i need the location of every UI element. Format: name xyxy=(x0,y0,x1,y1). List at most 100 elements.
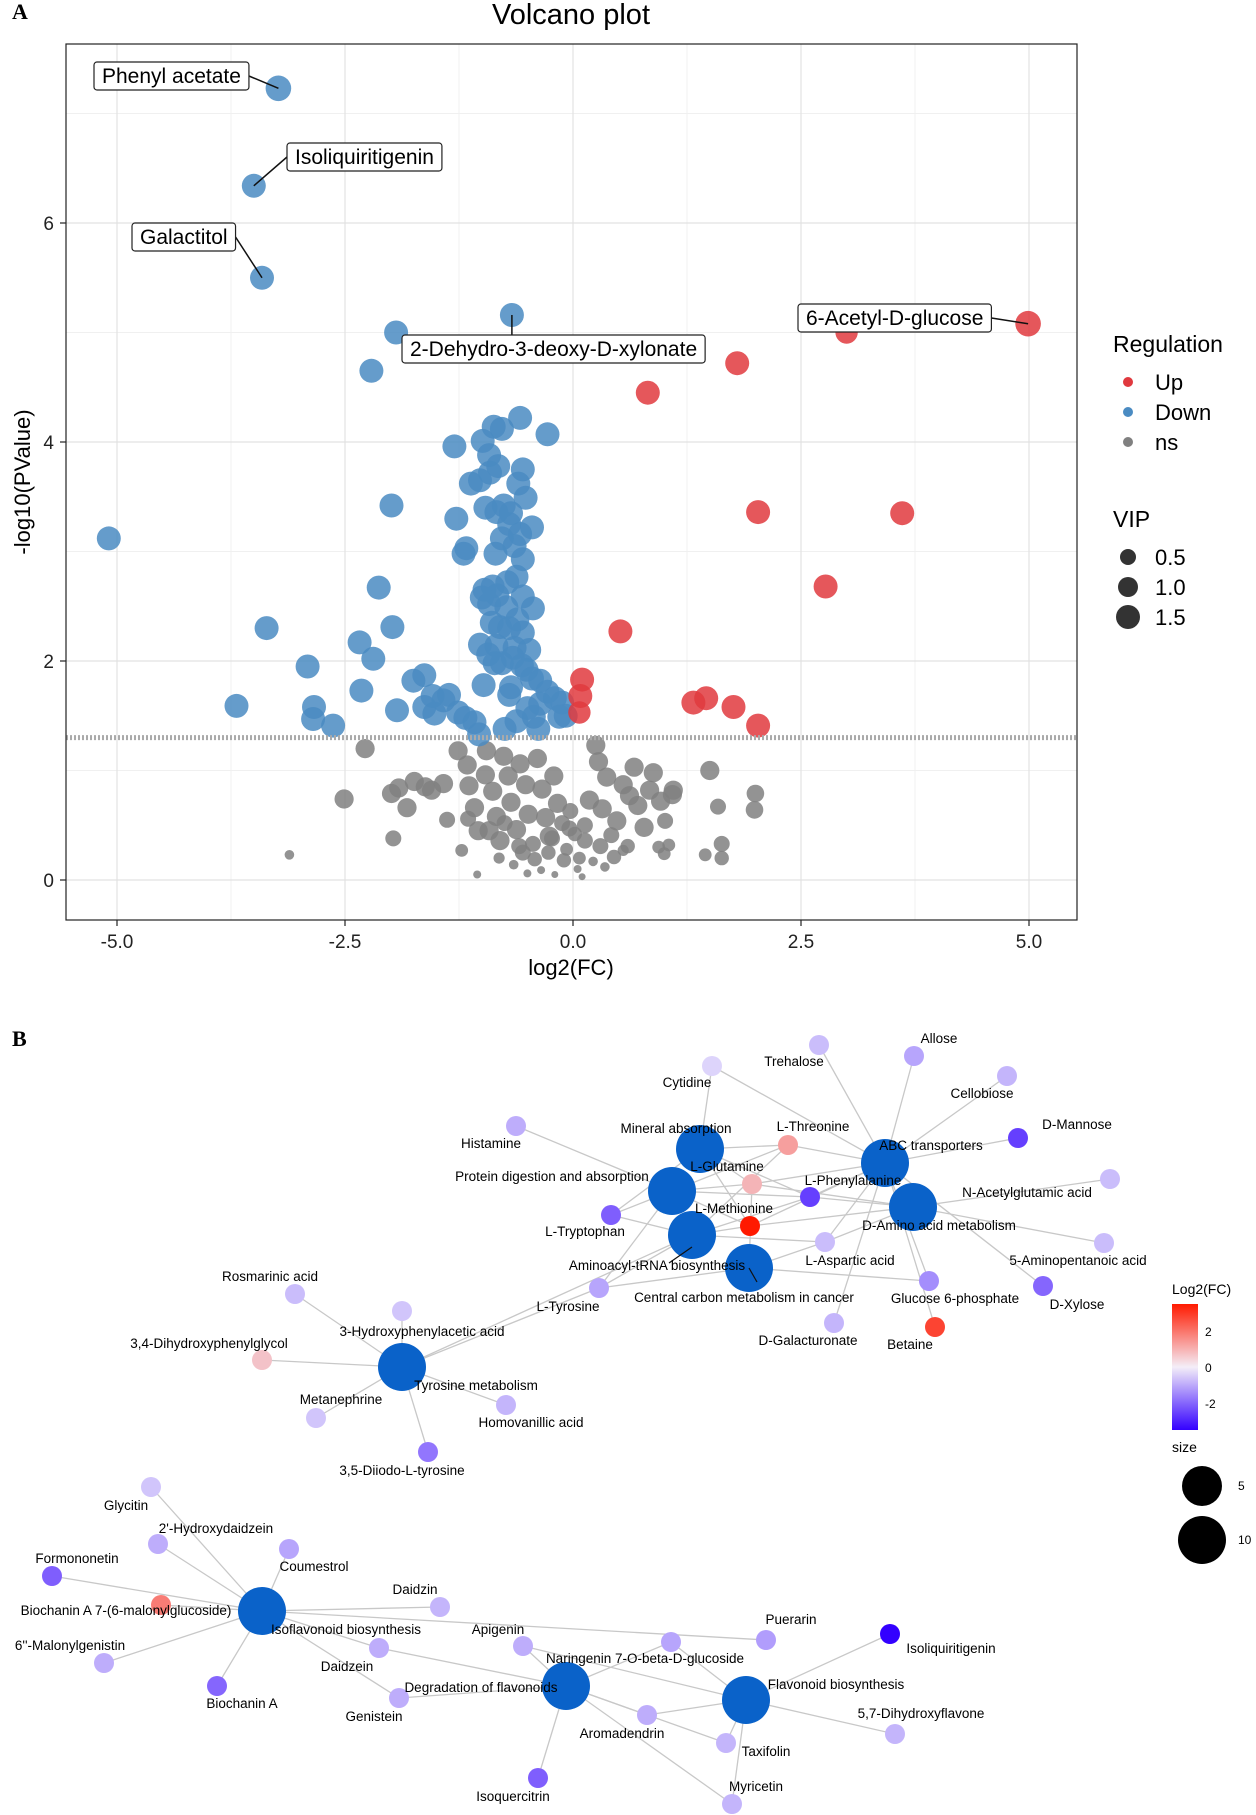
metabolite-node-isoliquiritigenin xyxy=(880,1624,900,1644)
callout-box xyxy=(286,142,443,172)
metabolite-node-d-xylose xyxy=(1033,1276,1053,1296)
point-down xyxy=(224,693,249,718)
metabolite-node-5-aminopentanoic-acid xyxy=(1094,1233,1114,1253)
point-down xyxy=(473,495,498,520)
point-ns xyxy=(508,859,519,870)
metabolite-node-6-malonylgenistin xyxy=(94,1653,114,1673)
callout-leader xyxy=(234,236,263,279)
point-ns xyxy=(389,778,409,798)
point-down xyxy=(349,678,374,703)
point-down xyxy=(295,654,320,679)
point-down xyxy=(478,460,502,485)
network-edge xyxy=(912,1178,1111,1208)
point-ns xyxy=(606,849,622,865)
network-edge xyxy=(711,1065,886,1164)
pathway-node-isoflavonoid-biosynthesis xyxy=(238,1587,286,1635)
point-down xyxy=(547,704,572,729)
point-ns xyxy=(475,765,495,785)
metabolite-node-homovanillic-acid xyxy=(496,1395,516,1415)
metabolite-label-5-7-dihydroxyflavone: 5,7-Dihydroxyflavone xyxy=(858,1706,985,1721)
point-down xyxy=(380,615,405,640)
metabolite-label-trehalose: Trehalose xyxy=(764,1054,824,1069)
legend-ns-swatch xyxy=(1123,437,1133,447)
point-down xyxy=(254,616,279,641)
point-ns xyxy=(607,811,627,831)
legend-up-label: Up xyxy=(1155,370,1183,395)
point-up xyxy=(694,686,719,711)
metabolite-label-3-5-diiodo-l-tyrosine: 3,5-Diiodo-L-tyrosine xyxy=(339,1463,464,1478)
point-down xyxy=(499,675,523,700)
legend-size-10: 10 xyxy=(1238,1533,1252,1547)
point-down xyxy=(379,493,404,518)
point-ns xyxy=(556,853,572,868)
legend-size-title: size xyxy=(1172,1439,1197,1455)
point-down xyxy=(359,358,384,383)
callout-leader xyxy=(253,156,288,187)
metabolite-label-daidzin: Daidzin xyxy=(392,1582,437,1597)
legend-size-5-swatch xyxy=(1182,1466,1222,1506)
legend-vip-0-5: 0.5 xyxy=(1155,545,1186,570)
network-edge xyxy=(748,1267,930,1282)
metabolite-node-histamine xyxy=(506,1116,526,1136)
point-down xyxy=(361,646,386,671)
metabolite-label-l-phenylalanine: L-Phenylalanine xyxy=(805,1173,902,1188)
metabolite-label-genistein: Genistein xyxy=(345,1709,402,1724)
point-down xyxy=(482,651,507,676)
metabolite-label-daidzein: Daidzein xyxy=(321,1659,374,1674)
point-ns xyxy=(537,866,546,875)
point-ns xyxy=(494,746,514,766)
point-ns xyxy=(620,838,635,854)
metabolite-node-daidzin xyxy=(430,1597,450,1617)
point-down xyxy=(301,707,326,731)
metabolite-label-cellobiose: Cellobiose xyxy=(950,1086,1013,1101)
metabolite-node-l-threonine xyxy=(778,1135,798,1155)
network-edge xyxy=(598,1267,750,1289)
panel-b-label: B xyxy=(12,1026,27,1051)
pathway-node-degradation-of-flavonoids xyxy=(542,1662,590,1710)
pathway-label-d-amino-acid-metabolism: D-Amino acid metabolism xyxy=(862,1218,1016,1233)
network-edge xyxy=(261,1610,400,1699)
point-ns xyxy=(603,827,620,844)
point-down xyxy=(442,434,467,459)
point-ns xyxy=(439,811,456,828)
metabolite-label-glycitin: Glycitin xyxy=(104,1498,148,1513)
point-ns xyxy=(455,844,469,857)
point-ns xyxy=(710,798,726,815)
point-down xyxy=(510,457,535,482)
pathway-label-protein-digestion-and-absorption: Protein digestion and absorption xyxy=(455,1169,649,1184)
metabolite-node-l-phenylalanine xyxy=(800,1187,820,1207)
metabolite-label-5-aminopentanoic-acid: 5-Aminopentanoic acid xyxy=(1009,1253,1146,1268)
metabolite-label-biochanin-a-7-6-malonylglucoside: Biochanin A 7-(6-malonylglucoside) xyxy=(21,1603,232,1618)
callout-leader xyxy=(248,75,279,90)
legend-size-10-swatch xyxy=(1178,1516,1226,1564)
metabolite-label-homovanillic-acid: Homovanillic acid xyxy=(478,1415,583,1430)
point-down xyxy=(467,722,492,747)
network-edge xyxy=(884,1162,936,1328)
metabolite-label-3-4-dihydroxyphenylglycol: 3,4-Dihydroxyphenylglycol xyxy=(130,1336,288,1351)
metabolite-node-2-hydroxydaidzein xyxy=(148,1534,168,1554)
network-edge xyxy=(261,1610,767,1641)
point-ns xyxy=(551,871,559,878)
point-ns xyxy=(433,774,454,794)
metabolite-label-naringenin-7-o-beta-d-glucoside: Naringenin 7-O-beta-D-glucoside xyxy=(546,1651,744,1666)
point-ns xyxy=(496,815,513,832)
point-ns xyxy=(516,775,536,795)
metabolite-node-taxifolin xyxy=(716,1733,736,1753)
point-ns xyxy=(448,741,468,761)
network-edge xyxy=(261,1606,441,1612)
pathway-node-abc-transporters xyxy=(861,1139,909,1187)
point-down xyxy=(509,653,534,678)
point-ns xyxy=(544,766,564,786)
volcano-axis-ticks: -5.0 -2.5 0.0 2.5 5.0 0 2 4 6 xyxy=(43,214,1042,953)
metabolite-node-biochanin-a-7-6-malonylglucoside xyxy=(151,1595,171,1615)
metabolite-label-isoliquiritigenin: Isoliquiritigenin xyxy=(906,1641,995,1656)
point-ns xyxy=(385,830,402,847)
point-up xyxy=(635,380,660,405)
metabolite-label-6-malonylgenistin: 6''-Malonylgenistin xyxy=(15,1638,125,1653)
metabolite-node-5-7-dihydroxyflavone xyxy=(885,1724,905,1744)
metabolite-node-n-acetylglutamic-acid xyxy=(1100,1169,1120,1189)
point-ns xyxy=(663,780,683,800)
point-ns xyxy=(498,766,518,786)
point-ns xyxy=(562,803,579,819)
network-edge xyxy=(103,1610,263,1664)
